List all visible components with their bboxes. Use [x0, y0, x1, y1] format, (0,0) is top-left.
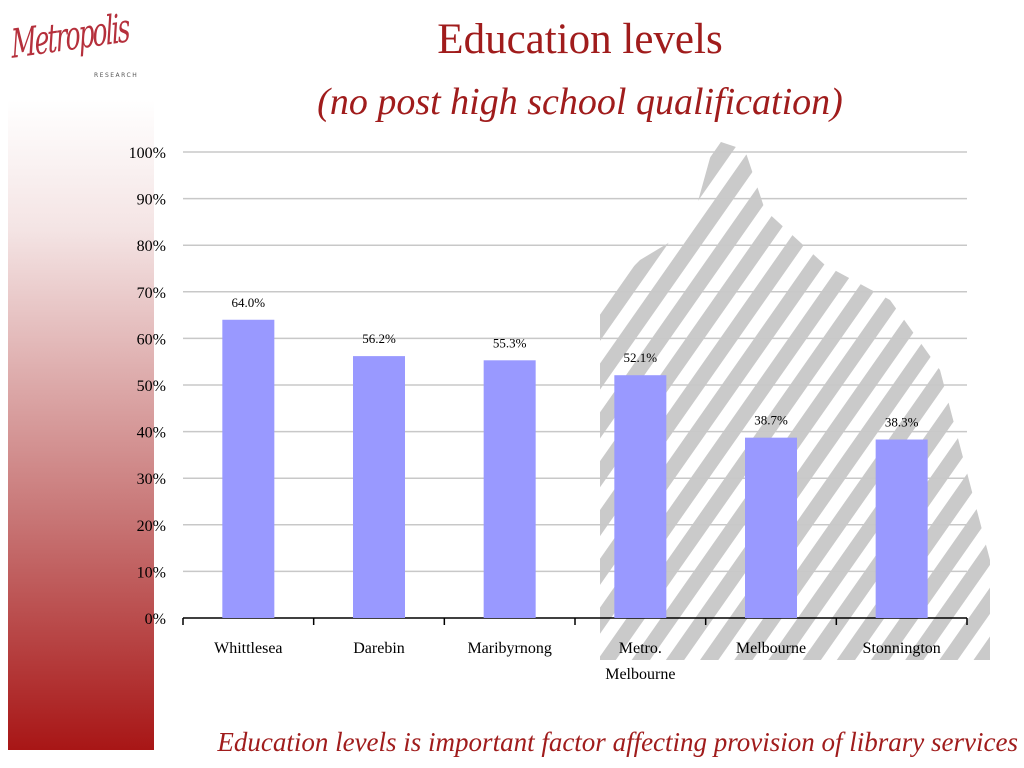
bar: [614, 375, 667, 618]
slide-subtitle: (no post high school qualification): [317, 81, 843, 123]
data-label: 55.3%: [493, 335, 527, 350]
y-tick-label: 60%: [137, 331, 166, 348]
y-tick-label: 30%: [137, 471, 166, 488]
x-category-label: Melbourne: [736, 640, 806, 657]
x-category-label: Melbourne: [605, 666, 675, 683]
y-tick-label: 20%: [137, 518, 166, 535]
x-category-label: Stonnington: [863, 640, 941, 657]
x-category-label: Metro.: [619, 640, 662, 657]
y-tick-label: 0%: [145, 611, 166, 628]
bar: [222, 319, 275, 618]
metropolis-logo: Metropolis RESEARCH: [8, 5, 158, 97]
y-tick-label: 100%: [129, 145, 166, 162]
data-label: 64.0%: [232, 295, 266, 310]
data-label: 38.7%: [754, 413, 788, 428]
bar: [745, 437, 797, 618]
x-category-label: Maribyrnong: [467, 640, 551, 657]
bar: [353, 356, 405, 618]
y-tick-label: 70%: [137, 285, 166, 302]
y-tick-label: 40%: [137, 425, 166, 442]
data-label: 52.1%: [624, 350, 658, 365]
bar: [483, 360, 536, 618]
x-category-label: Whittlesea: [214, 640, 282, 657]
data-label: 56.2%: [362, 331, 396, 346]
sidebar-gradient-band: [8, 100, 154, 750]
y-tick-label: 90%: [137, 192, 166, 209]
logo-sub-text: RESEARCH: [94, 72, 139, 79]
y-tick-label: 50%: [137, 378, 166, 395]
x-category-label: Darebin: [353, 640, 405, 657]
data-label: 38.3%: [885, 415, 919, 430]
y-tick-label: 10%: [137, 564, 166, 581]
y-tick-label: 80%: [137, 238, 166, 255]
bar: [875, 439, 928, 618]
footer-note: Education levels is important factor aff…: [217, 727, 1018, 757]
slide-title: Education levels: [437, 16, 723, 63]
